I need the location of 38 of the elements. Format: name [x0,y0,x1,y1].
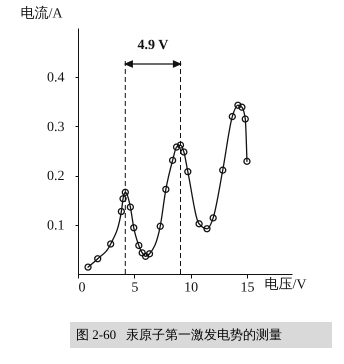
point [138,249,146,256]
point [142,252,150,260]
point [172,143,180,151]
point [162,186,170,194]
point [126,203,134,211]
x-tick-label: 10 [184,280,198,296]
point [195,220,203,228]
y-tick-label: 0.1 [47,218,64,234]
point [118,208,126,216]
point [94,255,102,262]
annotation: 4.9 V [137,38,168,53]
point [146,250,154,258]
point [219,166,226,174]
point [242,115,249,123]
point [228,112,236,120]
point [122,188,129,196]
point [180,148,188,156]
point [119,195,127,202]
point [203,225,211,232]
y-axis-title: 电流/A [20,6,64,22]
point [176,141,184,149]
y-tick-label: 0.4 [47,70,64,86]
point [234,102,242,109]
x-tick-label: 15 [240,280,254,296]
point [238,104,246,111]
point [135,242,142,250]
point [184,168,192,176]
x-axis-title: 电压/V [264,276,306,292]
point [130,224,138,232]
y-tick-label: 0.3 [47,120,64,135]
point [156,222,164,230]
x-tick-label: 5 [131,280,138,296]
caption: 图 2-60 汞原子第一激发电势的测量 [70,322,332,348]
y-tick-label: 0.2 [47,169,64,184]
point [210,214,217,222]
point [107,240,114,248]
point [168,156,176,164]
x-tick-label: 0 [78,280,86,296]
